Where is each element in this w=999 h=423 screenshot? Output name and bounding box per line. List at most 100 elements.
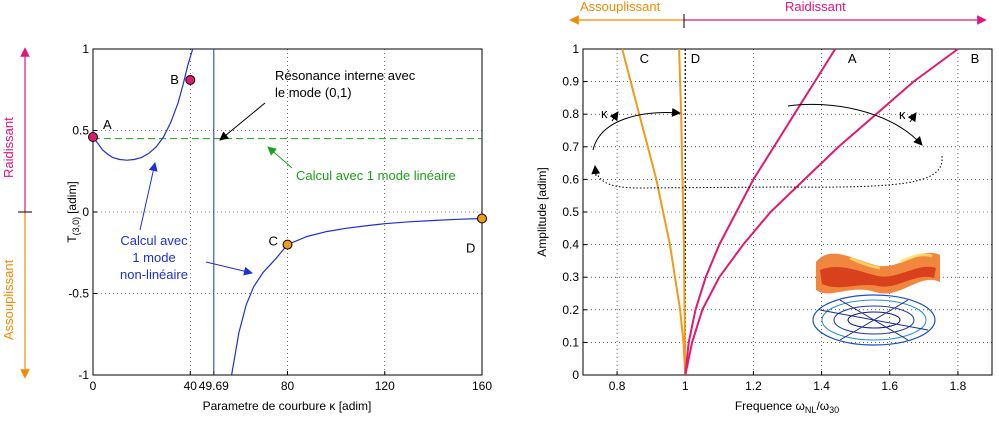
kappa-label-left: κ (601, 106, 608, 121)
point-b-marker (185, 74, 196, 85)
mode-shape-contour-base (812, 294, 936, 346)
linear-mode-arrow (267, 146, 293, 169)
left-xlabel: Parametre de courbure κ [adim] (203, 399, 372, 413)
series-c-curve (621, 48, 687, 376)
kappa-label-right: κ (899, 107, 906, 122)
right-ticks: 0.8 1 1.2 1.4 1.6 1.8 0 0.1 0.2 0.3 0.4 0.5 0.6 0.7 0.… (562, 42, 966, 393)
left-ytick-label: -1 (78, 368, 89, 382)
nonlinear-branch-upper (92, 48, 194, 161)
mode-shape-nodal-3 (839, 299, 909, 341)
mode-shape-contour-4 (847, 311, 901, 329)
mode-shape-highlight (849, 253, 933, 270)
nonlinear-branch-lower (231, 217, 483, 376)
right-ytick-label: 0.5 (562, 205, 579, 219)
resonance-annotation-arrow (219, 102, 266, 141)
right-ytick-label: 0.2 (562, 303, 579, 317)
right-ytick-label: 0 (572, 368, 579, 382)
series-c-label: C (640, 51, 649, 66)
left-ylabel-sub: (3,0) (71, 217, 81, 236)
right-ylabel: Amplitude [adim] (535, 167, 549, 256)
raidissant-label: Raidissant (1, 117, 16, 178)
linear-mode-label: Calcul avec 1 mode linéaire (296, 168, 456, 183)
series-d-label: D (691, 51, 700, 66)
point-c-marker (282, 239, 293, 250)
right-xlabel-mid: /ω (816, 399, 829, 413)
series-d-curve (678, 48, 687, 376)
series-a-curve (684, 48, 837, 376)
left-ylabel: T(3,0) [adim] (65, 181, 81, 243)
svg-text:Frequence ωNL/ω30: Frequence ωNL/ω30 (735, 399, 839, 415)
svg-text:T(3,0)[adim]: T(3,0) [adim] (65, 181, 81, 243)
right-xtick-label: 0.8 (609, 379, 626, 393)
right-ytick-label: 1 (572, 42, 579, 56)
left-ytick-label: 1 (82, 42, 89, 56)
right-ytick-label: 0.3 (562, 270, 579, 284)
point-d-label: D (466, 241, 475, 256)
right-xtick-label: 1.4 (813, 379, 830, 393)
right-ytick-label: 0.7 (562, 140, 579, 154)
kappa-arrow-right (787, 103, 923, 146)
assouplissant-label: Assouplissant (1, 259, 16, 340)
left-grid (92, 48, 483, 376)
right-ytick-label: 0.9 (562, 75, 579, 89)
top-raidissant-label: Raidissant (785, 0, 846, 14)
series-b-label: B (971, 51, 980, 66)
left-ticks: 0 40 49.69 80 120 160 -1 -0.5 0 0.5 1 (68, 42, 492, 393)
point-c-label: C (269, 234, 278, 249)
nonlinear-label-line3: non-linéaire (120, 267, 188, 282)
right-xtick-label: 1.2 (745, 379, 762, 393)
top-assouplissant-label: Assouplissant (580, 0, 661, 14)
right-xlabel-sub2: 30 (829, 405, 839, 415)
left-chart: Raidissant Assouplissant 0 40 49.69 80 120 16… (1, 42, 492, 413)
left-xtick-label: 49.69 (199, 379, 229, 393)
point-d-marker (477, 213, 487, 224)
mode-shape-contour-3 (833, 305, 915, 335)
right-xlabel-sub1: NL (805, 405, 817, 415)
right-xlabel-main: Frequence ω (735, 399, 805, 413)
right-xtick-label: 1 (682, 379, 689, 393)
mode-shape-illustration (812, 252, 940, 346)
stability-dotted-arrow (591, 165, 601, 177)
right-xtick-label: 1.8 (950, 379, 967, 393)
left-xtick-label: 120 (375, 379, 395, 393)
nonlinear-label-line2: 1 mode (132, 250, 175, 265)
nonlinear-arrow-1 (139, 162, 158, 231)
point-a-marker (88, 132, 98, 143)
right-xlabel: Frequence ωNL/ω30 (735, 399, 839, 415)
point-b-label: B (170, 72, 179, 87)
left-ytick-label: 0 (82, 205, 89, 219)
point-a-label: A (103, 117, 112, 132)
right-ytick-label: 0.8 (562, 107, 579, 121)
left-ytick-label: -0.5 (68, 287, 89, 301)
right-chart: Assouplissant Raidissant 0.8 1 1.2 1.4 1.6 1.… (535, 0, 993, 415)
mode-shape-surface-shade (820, 266, 936, 288)
series-b-curve (684, 48, 959, 376)
left-points: A B C D (88, 72, 487, 256)
right-ytick-label: 0.4 (562, 238, 579, 252)
resonance-annotation-line2: le mode (0,1) (275, 85, 352, 100)
left-ytick-label: 0.5 (72, 124, 89, 138)
series-a-label: A (848, 51, 857, 66)
left-xtick-label: 40 (184, 379, 198, 393)
right-ytick-label: 0.6 (562, 172, 579, 186)
resonance-annotation-line1: Résonance interne avec (275, 68, 416, 83)
kappa-up-left (609, 111, 619, 122)
kappa-arrow-left (592, 107, 681, 151)
stability-dotted-curve (594, 155, 943, 189)
nonlinear-label-line1: Calcul avec (120, 233, 188, 248)
right-ytick-label: 0.1 (562, 335, 579, 349)
left-xtick-label: 80 (281, 379, 295, 393)
left-ylabel-unit: [adim] (65, 181, 79, 214)
mode-shape-contour-2 (821, 299, 927, 341)
right-xtick-label: 1.6 (881, 379, 898, 393)
kappa-up-right (907, 112, 917, 123)
right-grid (583, 48, 992, 376)
nonlinear-arrow-2 (205, 261, 253, 276)
left-xtick-label: 160 (472, 379, 492, 393)
right-series (621, 48, 959, 376)
left-xtick-label: 0 (90, 379, 97, 393)
left-ylabel-main: T (65, 235, 79, 243)
